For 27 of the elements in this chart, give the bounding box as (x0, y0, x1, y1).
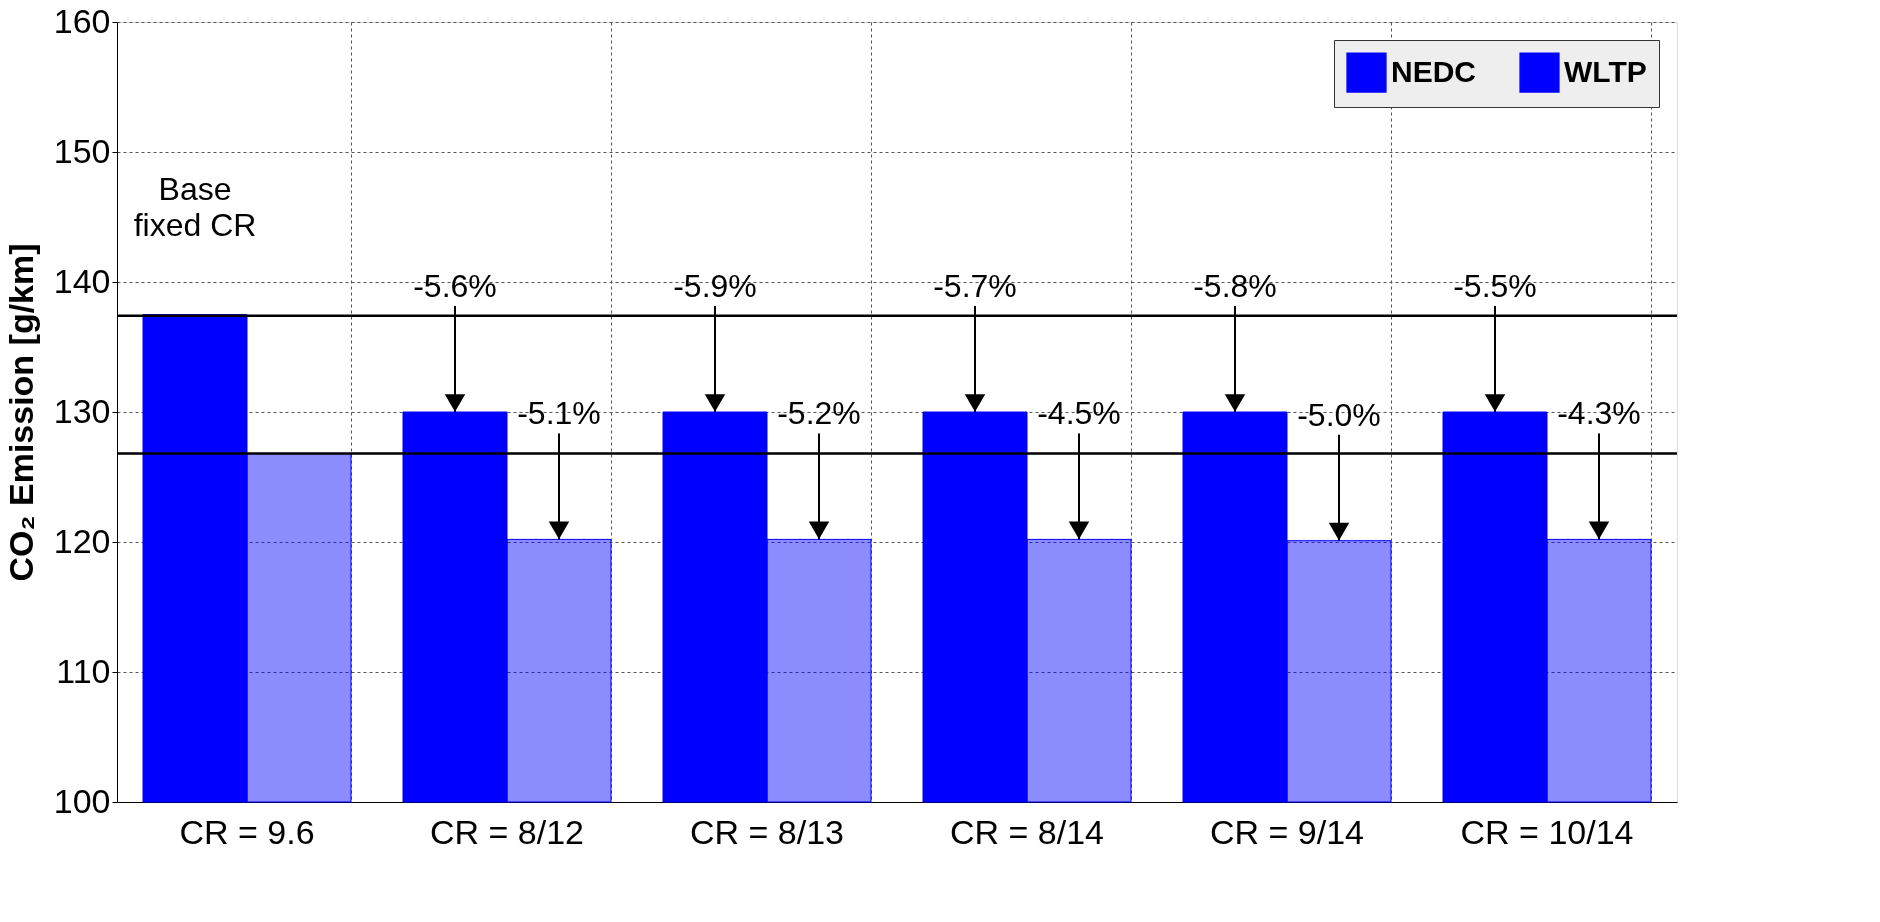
x-tick-label: CR = 10/14 (1460, 812, 1634, 851)
y-axis-title: CO₂ Emission [g/km] (1, 243, 40, 582)
x-tick-label: CR = 8/13 (689, 812, 845, 851)
x-tick-label: CR = 9.6 (179, 812, 315, 851)
annotation: -5.0% (1297, 396, 1381, 433)
legend-label: WLTP (1564, 54, 1647, 88)
annotation: -5.1% (517, 395, 601, 432)
annotation: -5.9% (673, 268, 757, 304)
annotation: -5.5% (1453, 268, 1537, 304)
annotation: -5.7% (933, 268, 1017, 304)
y-tick-label: 110 (56, 651, 111, 690)
y-tick-label: 150 (53, 131, 111, 170)
annotation: -5.8% (1193, 268, 1277, 304)
annotation: -5.2% (777, 395, 861, 432)
x-tick-label: CR = 8/12 (429, 812, 585, 851)
annotation: Base fixed CR (133, 170, 257, 243)
y-tick-label: 130 (53, 391, 111, 430)
annotation: -5.6% (413, 268, 497, 304)
x-tick-label: CR = 8/14 (949, 812, 1105, 851)
y-tick-label: 140 (53, 261, 111, 300)
legend-label: NEDC (1391, 54, 1477, 88)
annotation: -4.5% (1037, 395, 1121, 432)
y-tick-label: 160 (53, 1, 111, 40)
y-tick-label: 120 (53, 521, 111, 560)
annotation: -4.3% (1557, 395, 1641, 432)
x-tick-label: CR = 9/14 (1209, 812, 1365, 851)
y-tick-label: 100 (53, 781, 111, 820)
